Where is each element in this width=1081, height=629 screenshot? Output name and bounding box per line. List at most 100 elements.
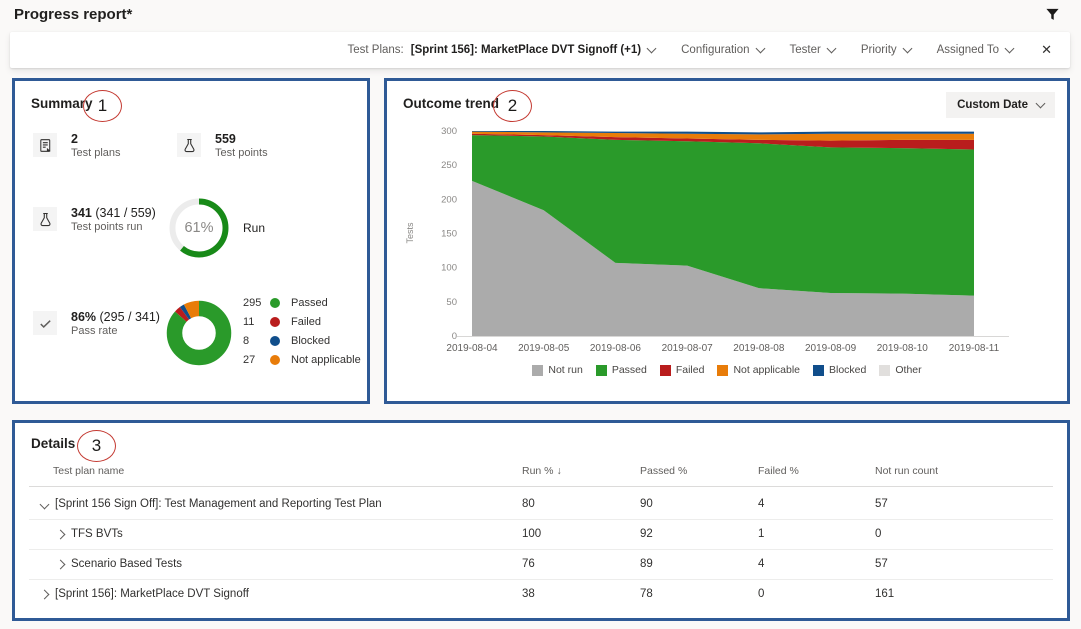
filter-test-plans-dropdown[interactable]: Test Plans: [Sprint 156]: MarketPlace DV…: [348, 43, 657, 56]
filter-dropdown-tester[interactable]: Tester: [790, 43, 837, 56]
test-plan-name: Scenario Based Tests: [71, 558, 183, 570]
column-header-not-run-count[interactable]: Not run count: [875, 465, 939, 477]
outcome-donut-legend: 295 Passed 11 Failed 8 Blocked 27 Not applicabl…: [243, 293, 361, 369]
column-header-test-plan-name[interactable]: Test plan name: [53, 465, 125, 477]
cell-run: 38: [522, 588, 535, 600]
trend-legend-item-passed: Passed: [595, 364, 647, 376]
expand-chevron-icon[interactable]: [55, 529, 66, 540]
outcome-legend-row-blocked: 8 Blocked: [243, 331, 361, 350]
table-row[interactable]: Scenario Based Tests 76 89 4 57: [29, 550, 1053, 580]
cell-run: 80: [522, 498, 535, 510]
trend-legend: Not run Passed Failed Not applicable Blocked…: [387, 364, 1067, 376]
svg-text:2019-08-05: 2019-08-05: [518, 343, 570, 354]
outcome-trend-chart: 0 50 100 150 200 250 300 Tests 2019-08-04 2019-08…: [405, 126, 1009, 354]
collapse-chevron-icon[interactable]: [39, 499, 50, 510]
trend-title: Outcome trend: [403, 96, 500, 111]
flask-icon: [33, 207, 57, 231]
svg-text:2019-08-10: 2019-08-10: [877, 343, 929, 354]
legend-swatch: [717, 364, 729, 376]
outcome-legend-row-not-applicable: 27 Not applicable: [243, 350, 361, 369]
svg-text:2019-08-04: 2019-08-04: [446, 343, 498, 354]
legend-label: Blocked: [829, 364, 867, 376]
annotation-2: 2: [493, 90, 532, 122]
cell-not_run: 161: [875, 588, 895, 600]
outcome-donut: [164, 298, 234, 368]
table-row[interactable]: TFS BVTs 100 92 1 0: [29, 520, 1053, 550]
cell-failed: 4: [758, 558, 765, 570]
legend-label: Not applicable: [291, 353, 361, 366]
trend-legend-item-blocked: Blocked: [813, 364, 866, 376]
svg-text:0: 0: [452, 331, 457, 342]
filter-dropdown-assigned-to[interactable]: Assigned To: [937, 43, 1015, 56]
legend-count: 27: [243, 353, 256, 366]
legend-label: Blocked: [291, 334, 331, 347]
trend-legend-item-other: Other: [879, 364, 922, 376]
custom-date-button[interactable]: Custom Date: [946, 92, 1055, 118]
legend-swatch: [595, 364, 607, 376]
legend-count: 295: [243, 296, 262, 309]
table-row[interactable]: [Sprint 156]: MarketPlace DVT Signoff 38 7…: [29, 580, 1053, 609]
column-header-run-percent[interactable]: Run % ↓: [522, 465, 562, 477]
details-title: Details: [31, 436, 76, 451]
legend-count: 8: [243, 334, 250, 347]
filter-funnel-icon[interactable]: [1045, 7, 1063, 25]
outcome-trend-card: Outcome trend 2 Custom Date 0 50 100 150 200…: [384, 78, 1070, 404]
legend-label: Not applicable: [733, 364, 800, 376]
annotation-3: 3: [77, 430, 116, 462]
filter-dropdowns: Configuration Tester Priority Assigned To: [681, 43, 1015, 56]
expand-chevron-icon[interactable]: [39, 589, 50, 600]
filter-dropdown-configuration[interactable]: Configuration: [681, 43, 765, 56]
chevron-down-icon: [755, 43, 765, 54]
cell-passed: 90: [640, 498, 653, 510]
test-plan-name: [Sprint 156 Sign Off]: Test Management a…: [55, 498, 382, 510]
legend-label: Failed: [291, 315, 321, 328]
legend-swatch: [659, 364, 671, 376]
trend-legend-item-not-applicable: Not applicable: [717, 364, 800, 376]
cell-passed: 78: [640, 588, 653, 600]
outcome-legend-row-failed: 11 Failed: [243, 312, 361, 331]
legend-label: Passed: [611, 364, 647, 376]
cell-not_run: 0: [875, 528, 882, 540]
test-plan-name: [Sprint 156]: MarketPlace DVT Signoff: [55, 588, 249, 600]
column-header-failed-percent[interactable]: Failed %: [758, 465, 799, 477]
expand-chevron-icon[interactable]: [55, 559, 66, 570]
filter-test-plans-value: [Sprint 156]: MarketPlace DVT Signoff (+…: [410, 44, 642, 56]
table-row[interactable]: [Sprint 156 Sign Off]: Test Management a…: [29, 490, 1053, 520]
cell-passed: 92: [640, 528, 653, 540]
details-table-body: [Sprint 156 Sign Off]: Test Management a…: [15, 490, 1067, 609]
cell-run: 100: [522, 528, 542, 540]
legend-color-dot: [270, 354, 280, 365]
annotation-1: 1: [83, 90, 122, 122]
test-points-label: Test points: [215, 147, 268, 159]
chevron-down-icon: [646, 43, 657, 54]
svg-text:2019-08-08: 2019-08-08: [733, 343, 785, 354]
legend-count: 11: [243, 315, 255, 328]
test-plan-name: TFS BVTs: [71, 528, 123, 540]
cell-not_run: 57: [875, 498, 888, 510]
filter-dropdown-label: Priority: [860, 44, 897, 56]
pass-rate-label: Pass rate: [71, 325, 118, 337]
run-percent-text: 61%: [184, 220, 214, 236]
column-header-passed-percent[interactable]: Passed %: [640, 465, 688, 477]
test-points-run-value: 341 (341 / 559): [71, 206, 156, 220]
cell-not_run: 57: [875, 558, 888, 570]
filter-dropdown-priority[interactable]: Priority: [860, 43, 913, 56]
cell-passed: 89: [640, 558, 653, 570]
legend-color-dot: [270, 316, 280, 327]
cell-failed: 4: [758, 498, 765, 510]
summary-title: Summary: [31, 96, 93, 111]
run-donut-label: Run: [243, 221, 266, 235]
legend-color-dot: [270, 297, 280, 308]
details-card: Details 3 Test plan name Run % ↓ Passed …: [12, 420, 1070, 621]
page-title: Progress report*: [14, 6, 133, 23]
close-icon[interactable]: ✕: [1041, 42, 1052, 57]
test-plans-label: Test plans: [71, 147, 121, 159]
test-plans-icon: [33, 133, 57, 157]
legend-swatch: [813, 364, 824, 376]
svg-text:250: 250: [441, 160, 457, 171]
svg-text:150: 150: [441, 229, 457, 240]
svg-text:300: 300: [441, 126, 457, 137]
chevron-down-icon: [826, 43, 837, 54]
chevron-down-icon: [902, 43, 913, 54]
flask-icon: [177, 133, 201, 157]
